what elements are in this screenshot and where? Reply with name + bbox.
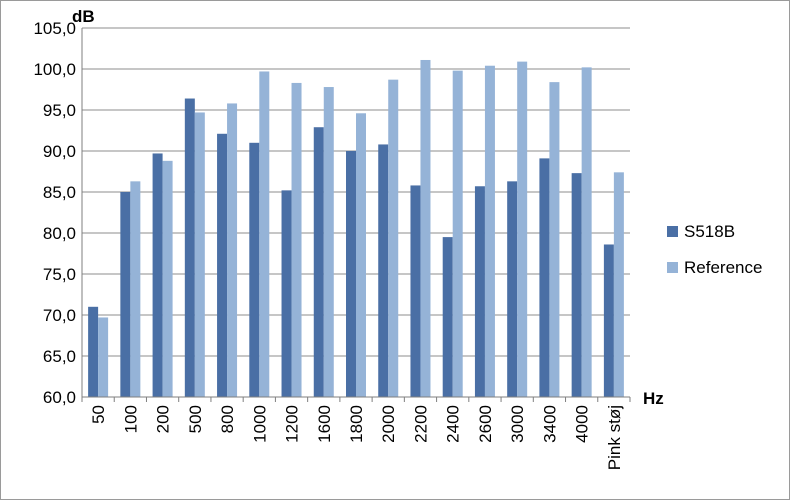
x-tick-label: 500 [186, 405, 205, 433]
x-tick-label: 2400 [444, 405, 463, 443]
bar-s518b-50 [88, 306, 99, 397]
x-tick-label: 2000 [379, 405, 398, 443]
bar-reference-1000 [259, 71, 270, 398]
bar-s518b-1200 [281, 190, 292, 397]
y-tick-label: 85,0 [43, 183, 76, 202]
bar-reference-2000 [388, 79, 399, 397]
y-tick-label: 65,0 [43, 347, 76, 366]
bar-s518b-2000 [378, 144, 389, 397]
bars [88, 59, 624, 398]
legend-label: S518B [684, 222, 735, 241]
x-tick-label: 1000 [250, 405, 269, 443]
x-tick-labels: 50 100 200 500 800 1000 1200 1600 1800 2000 2200 24… [89, 405, 624, 470]
y-tick-label: 100,0 [33, 60, 76, 79]
bar-s518b-1800 [346, 151, 356, 397]
bar-s518b-1000 [249, 142, 260, 397]
y-tick-labels: 60,0 65,0 70,0 75,0 80,0 85,0 90,0 95,0 100,0 105… [33, 19, 76, 407]
bar-s518b-2600 [474, 186, 485, 397]
bar-reference-1600 [323, 87, 334, 397]
y-axis-label: dB [72, 7, 95, 26]
x-tick-label: 2200 [411, 405, 430, 443]
bar-reference-1200 [291, 82, 302, 397]
x-tick-label: 800 [218, 405, 237, 433]
bar-s518b-1600 [313, 127, 324, 397]
x-tick-label: 100 [121, 405, 140, 433]
bar-reference-Pink-støj [613, 172, 624, 397]
x-tick-label: 4000 [573, 405, 592, 443]
x-tick-label: 1800 [347, 405, 366, 443]
bar-s518b-800 [217, 133, 228, 397]
x-axis-label: Hz [643, 389, 664, 408]
y-tick-label: 75,0 [43, 265, 76, 284]
bar-s518b-3400 [539, 158, 550, 397]
y-tick-label: 80,0 [43, 224, 76, 243]
y-tick-label: 105,0 [33, 19, 76, 38]
x-tick-label: 1200 [283, 405, 302, 443]
bar-reference-800 [227, 103, 238, 397]
x-tick-label: 200 [154, 405, 173, 433]
y-tick-label: 70,0 [43, 306, 76, 325]
bar-reference-2600 [484, 65, 495, 397]
bar-reference-4000 [581, 67, 592, 398]
bar-reference-2200 [420, 59, 431, 397]
bar-s518b-3000 [507, 181, 518, 397]
bar-reference-2400 [452, 70, 463, 397]
x-tick-label: 3400 [540, 405, 559, 443]
bar-reference-3400 [549, 82, 560, 398]
bar-s518b-4000 [571, 173, 582, 397]
x-tick-label: 2600 [476, 405, 495, 443]
legend-label: Reference [684, 258, 762, 277]
bar-s518b-2400 [442, 237, 453, 397]
bar-reference-500 [194, 112, 205, 398]
x-tick-label: 3000 [508, 405, 527, 443]
bar-s518b-200 [152, 153, 163, 397]
y-tick-label: 90,0 [43, 142, 76, 161]
bar-s518b-2200 [410, 185, 421, 397]
bar-s518b-Pink-støj [603, 244, 614, 397]
y-tick-label: 95,0 [43, 101, 76, 120]
axes [81, 28, 631, 402]
legend-swatch [667, 226, 678, 237]
legend: S518B Reference [667, 222, 762, 277]
bar-s518b-500 [184, 98, 195, 398]
bar-reference-100 [130, 181, 141, 397]
bar-s518b-100 [120, 192, 131, 397]
x-tick-label: 1600 [315, 405, 334, 443]
y-tick-label: 60,0 [43, 388, 76, 407]
x-tick-label: 50 [89, 405, 108, 424]
bar-reference-1800 [356, 113, 366, 397]
x-tick-label: Pink støj [605, 405, 624, 470]
bar-reference-50 [98, 317, 109, 397]
legend-swatch [667, 262, 678, 273]
bar-reference-3000 [517, 61, 528, 398]
bar-reference-200 [162, 160, 173, 397]
